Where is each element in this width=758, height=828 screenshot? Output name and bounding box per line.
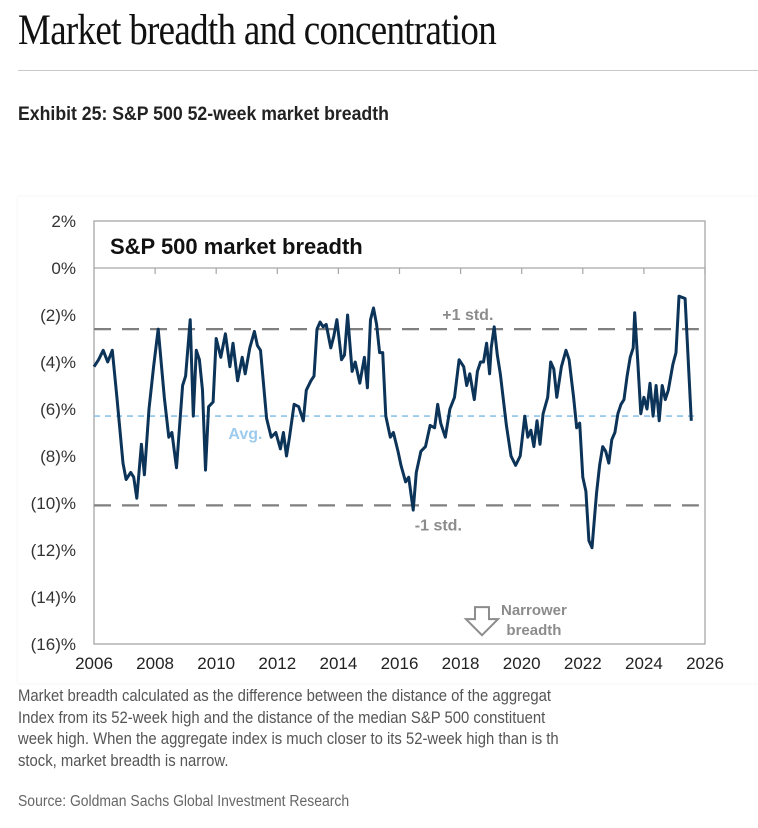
plot-frame: S&P 500 market breadth [93,220,706,645]
y-tick-label: (4)% [40,353,76,372]
y-axis: 2% 0% (2)% (4)% (6)% (8)% (10)% (12)% (14)% (16)% [31,212,76,654]
reference-lines [94,328,699,507]
title-divider [18,70,758,71]
x-tick-label: 2026 [686,654,724,673]
series-layer [92,294,693,550]
y-tick-label: (16)% [31,635,76,654]
caption-line: Index from its 52-week high and the dist… [18,708,546,727]
minus-std-label: -1 std. [415,517,462,534]
x-tick-label: 2024 [625,654,663,673]
narrower-breadth-label: Narrower [501,602,567,619]
y-tick-label: (10)% [31,494,76,513]
caption-line: Market breadth calculated as the differe… [18,687,552,705]
narrower-breadth-label: breadth [506,622,561,639]
x-tick-label: 2008 [136,654,174,673]
plot-border [93,220,706,645]
exhibit-title: Exhibit 25: S&P 500 52-week market bread… [18,104,389,125]
y-tick-label: (12)% [31,541,76,560]
x-tick-label: 2022 [564,654,602,673]
x-tick-label: 2010 [197,654,235,673]
x-axis: 2006 2008 2010 2012 2014 2016 2018 2020 2022 2024… [75,654,724,673]
series-line [92,294,693,550]
x-tick-label: 2012 [258,654,296,673]
x-tick-label: 2018 [442,654,480,673]
chart-title: S&P 500 market breadth [110,234,363,259]
down-arrow-icon [463,606,501,637]
y-tick-label: (8)% [40,447,76,466]
chart-caption: Market breadth calculated as the differe… [18,686,702,772]
caption-line: stock, market breadth is narrow. [18,751,229,770]
x-tick-label: 2014 [319,654,357,673]
page-title: Market breadth and concentration [18,7,497,54]
breadth-chart: S&P 500 market breadth 2% 0% (2)% (4)% (6)% (… [31,212,724,673]
caption-line: week high. When the aggregate index is m… [18,730,559,748]
source-note: Source: Goldman Sachs Global Investment … [18,793,350,810]
chart-card: S&P 500 market breadth 2% 0% (2)% (4)% (6)% (… [18,197,758,683]
y-tick-label: (14)% [31,588,76,607]
y-tick-label: 0% [51,259,76,278]
y-tick-label: (6)% [40,400,76,419]
annotations: +1 std. Avg. -1 std. Narrower breadth [228,307,567,639]
avg-label: Avg. [228,426,262,443]
x-tick-label: 2006 [75,654,113,673]
y-tick-label: (2)% [40,306,76,325]
plus-std-label: +1 std. [442,307,493,324]
y-tick-label: 2% [51,212,76,231]
x-tick-label: 2016 [381,654,419,673]
x-tick-label: 2020 [503,654,541,673]
